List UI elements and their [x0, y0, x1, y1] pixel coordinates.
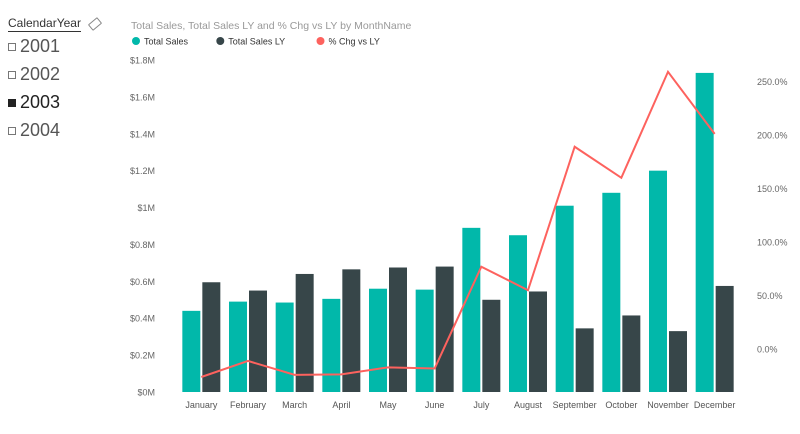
line-pct-chg-vs-ly	[201, 69, 716, 378]
y-left-tick-label: $0.4M	[130, 314, 155, 324]
bar-total-sales	[555, 205, 574, 392]
slicer-title: CalendarYear	[8, 16, 81, 32]
slicer-item-2003[interactable]: 2003	[8, 89, 108, 116]
slicer-header: CalendarYear	[8, 16, 108, 32]
y-left-tick-label: $1.4M	[130, 129, 155, 139]
legend-label: Total Sales	[144, 37, 189, 47]
slicer-item-label: 2004	[20, 120, 61, 140]
bar-total-sales	[229, 301, 247, 392]
slicer-item-label: 2001	[20, 36, 61, 56]
bar-total-sales-ly	[435, 266, 454, 392]
bar-total-sales-ly	[622, 315, 641, 392]
y-right-tick-label: 250.0%	[757, 77, 788, 87]
bar-total-sales	[182, 310, 201, 392]
bar-total-sales-ly	[575, 328, 594, 392]
bar-total-sales	[602, 192, 621, 392]
chart-title: Total Sales, Total Sales LY and % Chg vs…	[131, 20, 412, 32]
x-tick-label: March	[282, 400, 307, 410]
y-right-tick-label: 150.0%	[757, 184, 788, 194]
y-left-tick-label: $1.6M	[130, 92, 155, 102]
x-tick-label: November	[647, 400, 689, 410]
bar-total-sales-ly	[715, 285, 734, 392]
x-tick-label: May	[379, 400, 397, 410]
legend-marker	[316, 37, 325, 45]
calendar-year-slicer: CalendarYear 2001 2002 2003 2004	[8, 16, 108, 144]
bar-total-sales-ly	[342, 269, 361, 392]
checkbox-icon[interactable]	[8, 42, 16, 51]
x-tick-label: July	[473, 400, 490, 410]
x-tick-label: June	[425, 400, 445, 410]
y-left-tick-label: $1.8M	[130, 56, 155, 66]
bar-total-sales	[369, 288, 387, 392]
slicer-item-2004[interactable]: 2004	[8, 117, 108, 144]
checkbox-icon[interactable]	[8, 126, 16, 135]
bar-total-sales	[275, 302, 294, 392]
legend-label: Total Sales LY	[228, 37, 285, 47]
bar-total-sales	[462, 227, 481, 392]
x-tick-label: January	[185, 400, 218, 410]
bar-total-sales-ly	[389, 267, 407, 392]
bar-total-sales-ly	[482, 299, 501, 392]
x-tick-label: October	[605, 400, 637, 410]
bar-total-sales	[415, 289, 434, 392]
x-tick-label: December	[694, 400, 736, 410]
chart-legend: Total Sales Total Sales LY % Chg vs LY	[132, 37, 380, 47]
y-left-tick-label: $0M	[137, 388, 155, 398]
y-left-tick-label: $0.2M	[130, 351, 155, 361]
slicer-item-label: 2003	[20, 92, 61, 112]
legend-marker	[216, 37, 225, 45]
y-right-tick-label: 50.0%	[757, 291, 783, 301]
bar-total-sales-ly	[295, 273, 314, 392]
y-left-tick-label: $0.8M	[130, 240, 155, 250]
bar-total-sales	[695, 72, 714, 393]
bar-total-sales-ly	[669, 331, 687, 392]
y-right-tick-label: 100.0%	[757, 238, 788, 248]
plot-area: $0M $0.2M $0.4M $0.6M $0.8M $1M $1.2M $1.4M $1.6…	[130, 56, 788, 411]
y-left-tick-label: $1M	[137, 203, 155, 213]
y-right-tick-label: 200.0%	[757, 130, 788, 140]
slicer-item-2001[interactable]: 2001	[8, 33, 108, 60]
bar-total-sales	[649, 170, 667, 392]
bar-total-sales	[509, 235, 527, 392]
bar-total-sales-ly	[249, 290, 267, 392]
slicer-item-label: 2002	[20, 64, 61, 84]
legend-label: % Chg vs LY	[329, 37, 380, 47]
bar-total-sales-ly	[529, 291, 547, 392]
bar-total-sales	[322, 298, 341, 392]
x-tick-label: April	[332, 400, 350, 410]
bar-total-sales-ly	[202, 282, 221, 392]
y-left-tick-label: $1.2M	[130, 166, 155, 176]
slicer-item-2002[interactable]: 2002	[8, 61, 108, 88]
checkbox-checked-icon[interactable]	[8, 98, 16, 107]
checkbox-icon[interactable]	[8, 70, 16, 79]
x-tick-label: September	[553, 400, 597, 410]
y-right-tick-label: 0.0%	[757, 345, 778, 355]
x-tick-label: August	[514, 400, 543, 410]
x-tick-label: February	[230, 400, 267, 410]
y-left-tick-label: $0.6M	[130, 277, 155, 287]
legend-marker	[132, 37, 140, 45]
